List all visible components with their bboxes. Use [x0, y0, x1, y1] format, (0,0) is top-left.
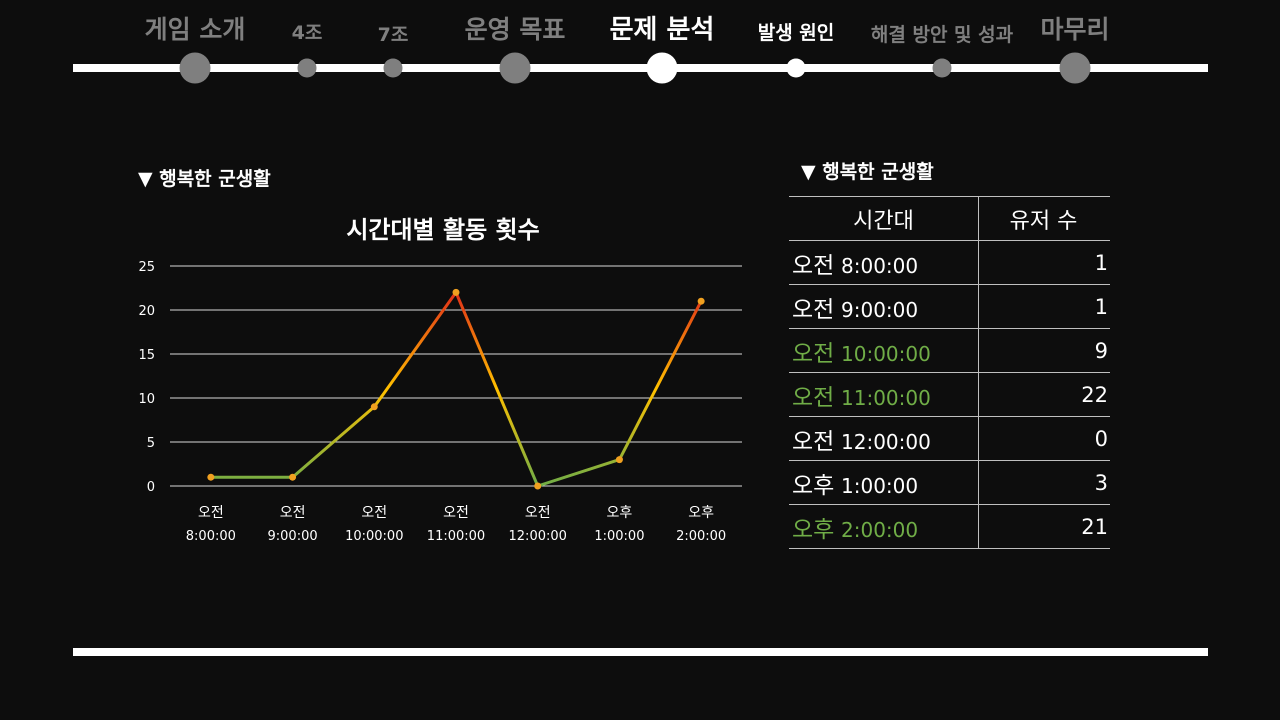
time-prefix: 오후	[792, 472, 835, 499]
time-value: 8:00:00	[841, 253, 919, 278]
nav-item-team4-label[interactable]: 4조	[291, 22, 323, 44]
series-polyline	[210, 290, 703, 488]
y-tick-label: 5	[147, 436, 155, 451]
table-row: 오전 8:00:00 1	[789, 240, 1110, 285]
table-cell-time: 오후 1:00:00	[789, 460, 979, 505]
table-row: 오전 10:00:00 9	[789, 328, 1110, 373]
nav-timeline-line	[73, 64, 1208, 72]
nav-item-game-intro-label[interactable]: 게임 소개	[144, 15, 246, 44]
time-prefix: 오전	[792, 252, 835, 279]
table-cell-users: 21	[978, 504, 1110, 549]
table-row: 오전 9:00:00 1	[789, 284, 1110, 329]
x-tick-label-period: 오전	[361, 505, 387, 521]
data-point	[534, 482, 542, 490]
y-tick-label: 10	[138, 392, 155, 407]
nav-item-solution-label[interactable]: 해결 방안 및 성과	[870, 24, 1014, 46]
nav-item-team7-label[interactable]: 7조	[377, 24, 409, 46]
table-cell-users: 22	[978, 372, 1110, 417]
data-point	[370, 403, 378, 411]
nav-item-problem-analysis-label[interactable]: 문제 분석	[609, 15, 715, 45]
table-cell-time: 오전 11:00:00	[789, 372, 979, 417]
table-row: 오후 2:00:00 21	[789, 504, 1110, 549]
x-tick-label-time: 12:00:00	[509, 529, 567, 544]
time-prefix: 오전	[792, 296, 835, 323]
data-point	[615, 456, 623, 464]
table-header-row: 시간대 유저 수	[789, 196, 1110, 241]
x-tick-label-time: 2:00:00	[676, 529, 726, 544]
time-prefix: 오전	[792, 428, 835, 455]
table-cell-users: 1	[978, 240, 1110, 285]
table-cell-time: 오전 8:00:00	[789, 240, 979, 285]
table-body: 오전 8:00:00 1 오전 9:00:00 1 오전 10:00:00 9 오전 11:…	[789, 240, 1110, 549]
table-row: 오전 11:00:00 22	[789, 372, 1110, 417]
table-cell-users: 9	[978, 328, 1110, 373]
x-tick-label-time: 9:00:00	[268, 529, 318, 544]
time-prefix: 오전	[792, 340, 835, 367]
x-tick-label-period: 오전	[525, 505, 551, 521]
nav-item-team7-dot[interactable]	[383, 58, 403, 78]
x-tick-label-period: 오후	[607, 505, 633, 521]
x-axis-ticks: 오전 8:00:00 오전 9:00:00 오전 10:00:00 오전 11:00:00 오전…	[186, 505, 726, 544]
time-prefix: 오전	[792, 384, 835, 411]
y-tick-label: 20	[138, 304, 155, 319]
table-cell-time: 오전 10:00:00	[789, 328, 979, 373]
data-point	[207, 473, 215, 481]
y-tick-label: 15	[138, 348, 155, 363]
nav-item-solution-dot[interactable]	[932, 58, 952, 78]
table-cell-users: 1	[978, 284, 1110, 329]
time-prefix: 오후	[792, 516, 835, 543]
x-tick-label-period: 오후	[688, 505, 714, 521]
time-value: 11:00:00	[841, 385, 931, 410]
data-markers	[207, 288, 705, 490]
table-header-time: 시간대	[789, 196, 979, 241]
table-cell-time: 오전 12:00:00	[789, 416, 979, 461]
data-point	[289, 473, 297, 481]
chart-title: 시간대별 활동 횟수	[346, 216, 540, 244]
table-cell-time: 오후 2:00:00	[789, 504, 979, 549]
series-line	[210, 290, 703, 488]
x-tick-label-period: 오전	[198, 505, 224, 521]
bottom-divider	[73, 648, 1208, 656]
data-point	[452, 288, 460, 296]
y-axis-ticks: 0 5 10 15 20 25	[138, 260, 155, 495]
x-tick-label-time: 1:00:00	[594, 529, 644, 544]
table-section-title: ▼ 행복한 군생활	[801, 161, 934, 183]
table-cell-users: 3	[978, 460, 1110, 505]
nav-item-wrapup-label[interactable]: 마무리	[1040, 15, 1110, 44]
x-tick-label-time: 8:00:00	[186, 529, 236, 544]
time-value: 9:00:00	[841, 297, 919, 322]
nav-item-ops-goal-dot[interactable]	[499, 52, 531, 84]
nav-item-problem-analysis-dot[interactable]	[646, 52, 678, 84]
nav-item-cause-label[interactable]: 발생 원인	[757, 22, 835, 44]
time-value: 2:00:00	[841, 517, 919, 542]
chart-gridlines	[170, 265, 742, 487]
x-tick-label-period: 오전	[443, 505, 469, 521]
y-tick-label: 0	[147, 480, 155, 495]
nav-item-team4-dot[interactable]	[297, 58, 317, 78]
activity-table: 시간대 유저 수 오전 8:00:00 1 오전 9:00:00 1 오전 10:00:…	[789, 196, 1110, 549]
nav-item-wrapup-dot[interactable]	[1059, 52, 1091, 84]
table-header-users: 유저 수	[978, 196, 1110, 241]
nav-item-cause-dot[interactable]	[786, 58, 806, 78]
nav-item-ops-goal-label[interactable]: 운영 목표	[464, 15, 566, 44]
table-cell-users: 0	[978, 416, 1110, 461]
time-value: 10:00:00	[841, 341, 931, 366]
time-value: 12:00:00	[841, 429, 931, 454]
x-tick-label-period: 오전	[280, 505, 306, 521]
time-value: 1:00:00	[841, 473, 919, 498]
data-point	[697, 297, 705, 305]
x-tick-label-time: 10:00:00	[345, 529, 403, 544]
table-row: 오전 12:00:00 0	[789, 416, 1110, 461]
y-tick-label: 25	[138, 260, 155, 275]
chart-section-title: ▼ 행복한 군생활	[138, 168, 271, 190]
x-tick-label-time: 11:00:00	[427, 529, 485, 544]
table-cell-time: 오전 9:00:00	[789, 284, 979, 329]
table-row: 오후 1:00:00 3	[789, 460, 1110, 505]
nav-item-game-intro-dot[interactable]	[179, 52, 211, 84]
